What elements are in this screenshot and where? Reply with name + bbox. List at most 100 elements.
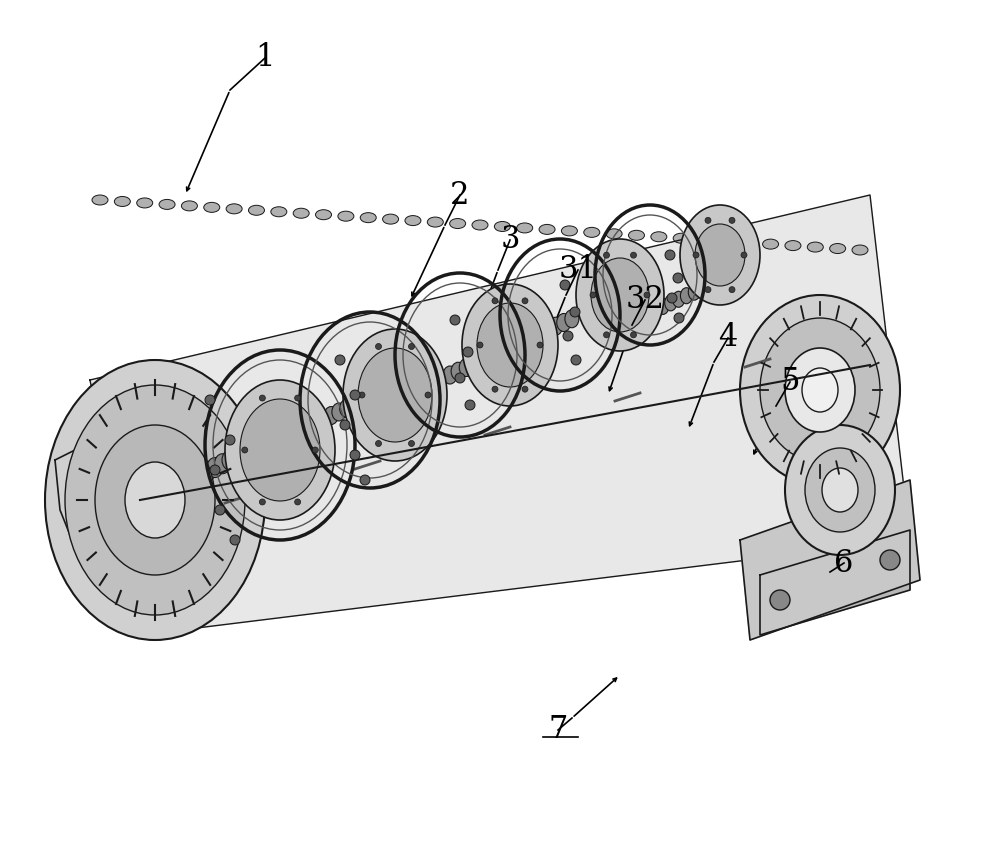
- Ellipse shape: [561, 226, 577, 236]
- Circle shape: [360, 475, 370, 485]
- Ellipse shape: [252, 435, 268, 455]
- Ellipse shape: [500, 340, 514, 357]
- Ellipse shape: [355, 392, 369, 410]
- Ellipse shape: [347, 396, 361, 414]
- Ellipse shape: [358, 348, 432, 442]
- Ellipse shape: [95, 425, 215, 575]
- Ellipse shape: [324, 406, 338, 424]
- Circle shape: [492, 298, 498, 304]
- Text: 4: 4: [718, 322, 738, 354]
- Ellipse shape: [271, 207, 287, 216]
- Ellipse shape: [332, 403, 346, 421]
- Ellipse shape: [207, 458, 223, 478]
- Ellipse shape: [625, 313, 637, 329]
- Ellipse shape: [293, 421, 307, 439]
- Ellipse shape: [427, 217, 443, 227]
- Ellipse shape: [785, 348, 855, 432]
- Circle shape: [741, 252, 747, 258]
- Circle shape: [563, 331, 573, 341]
- Ellipse shape: [114, 197, 130, 206]
- Ellipse shape: [226, 204, 242, 214]
- Ellipse shape: [177, 472, 193, 492]
- Text: 3: 3: [500, 224, 520, 255]
- Ellipse shape: [450, 218, 466, 228]
- Polygon shape: [760, 530, 910, 635]
- Circle shape: [729, 217, 735, 223]
- Circle shape: [590, 292, 596, 298]
- Ellipse shape: [665, 295, 677, 311]
- Circle shape: [376, 344, 382, 350]
- Ellipse shape: [602, 324, 614, 339]
- Circle shape: [644, 292, 650, 298]
- Ellipse shape: [807, 242, 823, 252]
- Text: 6: 6: [834, 547, 854, 578]
- Circle shape: [604, 253, 610, 259]
- Ellipse shape: [740, 295, 900, 485]
- Circle shape: [571, 355, 581, 365]
- Ellipse shape: [340, 399, 354, 417]
- Circle shape: [455, 373, 465, 383]
- Text: 7: 7: [548, 715, 568, 746]
- Ellipse shape: [383, 214, 399, 224]
- Ellipse shape: [170, 476, 186, 497]
- Ellipse shape: [386, 378, 400, 396]
- Circle shape: [259, 499, 265, 505]
- Ellipse shape: [244, 439, 260, 459]
- Circle shape: [425, 392, 431, 398]
- Text: 32: 32: [626, 284, 664, 315]
- Circle shape: [631, 253, 637, 259]
- Ellipse shape: [688, 284, 700, 300]
- Ellipse shape: [492, 344, 506, 362]
- Ellipse shape: [92, 195, 108, 205]
- Ellipse shape: [222, 450, 238, 470]
- Circle shape: [409, 344, 415, 350]
- Ellipse shape: [633, 309, 645, 326]
- Ellipse shape: [467, 355, 481, 373]
- Circle shape: [242, 447, 248, 453]
- Ellipse shape: [673, 234, 689, 243]
- Circle shape: [537, 342, 543, 348]
- Ellipse shape: [379, 381, 393, 399]
- Circle shape: [604, 332, 610, 338]
- Ellipse shape: [459, 358, 473, 376]
- Ellipse shape: [696, 281, 708, 296]
- Ellipse shape: [371, 385, 385, 403]
- Ellipse shape: [549, 317, 563, 335]
- Polygon shape: [740, 480, 920, 640]
- Ellipse shape: [606, 228, 622, 239]
- Ellipse shape: [591, 258, 649, 332]
- Circle shape: [631, 332, 637, 338]
- Ellipse shape: [240, 399, 320, 501]
- Ellipse shape: [822, 468, 858, 512]
- Ellipse shape: [508, 336, 522, 354]
- Ellipse shape: [360, 213, 376, 222]
- Circle shape: [350, 390, 360, 400]
- Ellipse shape: [680, 205, 760, 305]
- Ellipse shape: [830, 244, 846, 253]
- Ellipse shape: [539, 224, 555, 235]
- Ellipse shape: [763, 239, 779, 249]
- Ellipse shape: [524, 328, 538, 346]
- Ellipse shape: [260, 431, 276, 451]
- Ellipse shape: [805, 448, 875, 532]
- Ellipse shape: [594, 327, 606, 343]
- Ellipse shape: [477, 303, 543, 387]
- Circle shape: [522, 387, 528, 393]
- Circle shape: [359, 392, 365, 398]
- Circle shape: [335, 355, 345, 365]
- Ellipse shape: [476, 351, 490, 369]
- Circle shape: [673, 273, 683, 283]
- Circle shape: [259, 395, 265, 401]
- Circle shape: [409, 441, 415, 447]
- Ellipse shape: [484, 347, 498, 365]
- Ellipse shape: [410, 367, 424, 385]
- Ellipse shape: [785, 241, 801, 251]
- Circle shape: [729, 287, 735, 293]
- Ellipse shape: [394, 374, 408, 392]
- Ellipse shape: [200, 461, 216, 481]
- Ellipse shape: [125, 462, 185, 538]
- Ellipse shape: [425, 360, 439, 378]
- Circle shape: [350, 450, 360, 460]
- Ellipse shape: [402, 370, 416, 388]
- Circle shape: [665, 250, 675, 260]
